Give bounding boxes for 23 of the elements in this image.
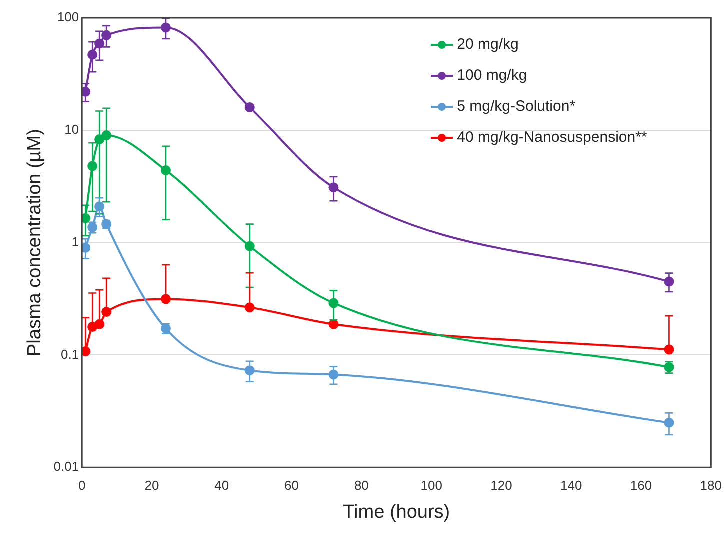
legend-label: 20 mg/kg (457, 36, 519, 53)
x-tick-label: 80 (354, 478, 369, 493)
x-tick-label: 60 (284, 478, 300, 493)
x-tick-label: 180 (700, 478, 722, 493)
x-tick-label: 0 (78, 478, 86, 493)
y-tick-label: 10 (64, 122, 80, 137)
x-tick-label: 160 (630, 478, 652, 493)
y-tick-label: 1 (72, 234, 80, 250)
y-tick-label: 100 (57, 10, 80, 25)
legend-label: 100 mg/kg (457, 67, 528, 84)
legend-label: 5 mg/kg-Solution* (457, 98, 576, 115)
x-tick-label: 40 (214, 478, 230, 493)
x-axis-title: Time (hours) (343, 502, 450, 523)
y-axis-title: Plasma concentration (µM) (24, 129, 46, 357)
x-tick-label: 120 (490, 478, 512, 493)
y-tick-label: 0.01 (54, 459, 80, 474)
point (244, 102, 255, 112)
y-tick-label: 0.1 (61, 346, 80, 362)
x-tick-label: 140 (560, 478, 582, 493)
x-tick-label: 100 (420, 478, 442, 493)
point (328, 319, 339, 330)
legend-label: 40 mg/kg-Nanosuspension** (457, 129, 648, 146)
x-tick-label: 20 (144, 478, 160, 493)
